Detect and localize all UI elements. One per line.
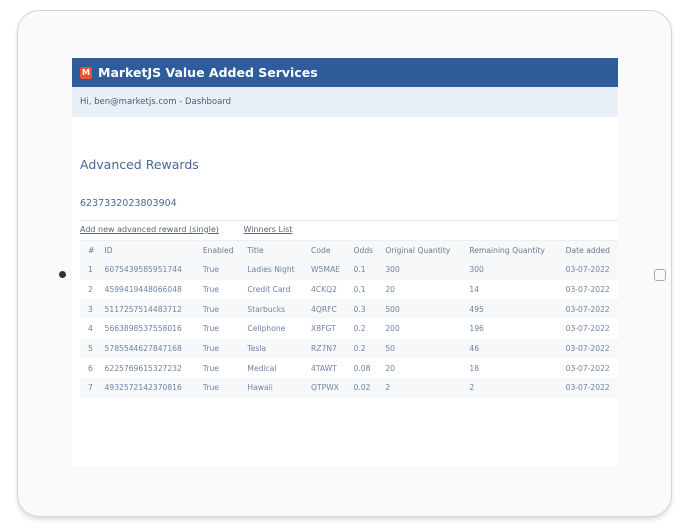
column-header: #	[88, 246, 95, 255]
table-cell: 0.2	[353, 324, 366, 334]
table-cell: 2	[469, 383, 475, 393]
table-cell: 03-07-2022	[565, 363, 610, 373]
table-cell: 4CKQ2	[311, 285, 337, 295]
table-cell: 18	[469, 363, 480, 373]
table-cell: 20	[385, 285, 395, 295]
table-cell: 0.02	[353, 383, 371, 393]
table-cell: 5785544627847168	[104, 344, 182, 354]
table-cell: Ladies Night	[247, 265, 295, 275]
table-cell: Cellphone	[247, 324, 286, 334]
table-cell: 03-07-2022	[565, 324, 610, 334]
column-header: ID	[104, 246, 113, 255]
screen: M MarketJS Value Added Services Hi, ben@…	[72, 58, 618, 466]
greeting: Hi, ben@marketjs.com - Dashboard	[80, 97, 232, 107]
table-cell: 6	[88, 363, 93, 373]
table-cell: 6225769615327232	[104, 363, 182, 373]
table-cell: QTPWX	[311, 383, 339, 393]
table-row[interactable]: 5 5785544627847168 True Tesla RZ7N7 0.2 50 46 03…	[80, 338, 618, 359]
table-row[interactable]: 3 5117257514483712 True Starbucks 4QRFC 0.3 50…	[80, 299, 618, 320]
camera-dot	[59, 271, 66, 278]
table-cell: 2	[385, 383, 391, 393]
app-title: MarketJS Value Added Services	[98, 65, 318, 80]
table-cell: X8FGT	[311, 324, 336, 334]
table-cell: True	[202, 285, 219, 295]
table-row[interactable]: 1 6075439585951744 True Ladies Night W5MAE 0.…	[80, 260, 618, 280]
table-cell: 0.1	[353, 285, 366, 295]
table-cell: 0.3	[353, 304, 366, 314]
column-header: Odds	[353, 246, 374, 255]
table-cell: True	[202, 363, 219, 373]
table-cell: 14	[469, 285, 480, 295]
greeting-bar: Hi, ben@marketjs.com - Dashboard	[72, 87, 618, 117]
table-cell: True	[202, 265, 219, 275]
table-cell: 46	[469, 344, 480, 354]
table-cell: 4	[88, 324, 93, 334]
table-cell: Tesla	[247, 344, 267, 354]
column-header: Date added	[565, 246, 610, 255]
table-cell: 300	[385, 265, 400, 275]
table-cell: 7	[88, 383, 93, 393]
column-header: Title	[247, 246, 264, 255]
add-reward-link[interactable]: Add new advanced reward (single)	[80, 225, 219, 234]
table-cell: 500	[385, 304, 400, 314]
page-title: Advanced Rewards	[80, 157, 199, 172]
table-cell: 0.2	[353, 344, 366, 354]
rewards-table: # ID Enabled Title Code Odds Original Quantity…	[80, 240, 618, 398]
marketjs-logo-icon: M	[80, 66, 92, 79]
table-cell: 5117257514483712	[104, 304, 182, 314]
table-cell: 20	[385, 363, 395, 373]
campaign-id: 6237332023803904	[80, 198, 177, 209]
table-cell: W5MAE	[311, 265, 340, 275]
table-cell: 196	[469, 324, 484, 334]
table-cell: 5663898537558016	[104, 324, 182, 334]
table-cell: 4QRFC	[311, 304, 337, 314]
table-cell: 03-07-2022	[565, 304, 610, 314]
table-row[interactable]: 7 4932572142370816 True Hawaii QTPWX 0.02 2 2 03…	[80, 378, 618, 398]
table-cell: 0.1	[353, 265, 366, 275]
column-header: Original Quantity	[385, 246, 451, 255]
column-header: Code	[311, 246, 331, 255]
table-row[interactable]: 6 6225769615327232 True Medical 4TAWT 0.08 20 1…	[80, 358, 618, 379]
table-row[interactable]: 4 5663898537558016 True Cellphone X8FGT 0.2 20…	[80, 319, 618, 339]
table-cell: 6075439585951744	[104, 265, 182, 275]
table-cell: Credit Card	[247, 285, 291, 295]
table-cell: True	[202, 344, 219, 354]
table-header-row: # ID Enabled Title Code Odds Original Quantity…	[80, 240, 618, 260]
table-cell: 0.08	[353, 363, 371, 373]
table-cell: 4932572142370816	[104, 383, 182, 393]
home-button[interactable]	[654, 269, 666, 281]
table-cell: True	[202, 324, 219, 334]
table-cell: 03-07-2022	[565, 344, 610, 354]
table-cell: True	[202, 304, 219, 314]
table-cell: 50	[385, 344, 395, 354]
table-cell: RZ7N7	[311, 344, 337, 354]
table-cell: 495	[469, 304, 484, 314]
table-cell: Medical	[247, 363, 277, 373]
table-row[interactable]: 2 4599419448066048 True Credit Card 4CKQ2 0.1…	[80, 279, 618, 300]
table-cell: 03-07-2022	[565, 383, 610, 393]
table-cell: 1	[88, 265, 93, 275]
app-header: M MarketJS Value Added Services	[72, 58, 618, 87]
table-cell: 03-07-2022	[565, 285, 610, 295]
column-header: Remaining Quantity	[469, 246, 545, 255]
column-header: Enabled	[202, 246, 234, 255]
table-cell: 2	[88, 285, 93, 295]
table-cell: 4599419448066048	[104, 285, 182, 295]
table-cell: 300	[469, 265, 484, 275]
table-cell: True	[202, 383, 219, 393]
table-cell: 03-07-2022	[565, 265, 610, 275]
table-cell: Hawaii	[247, 383, 273, 393]
table-cell: 4TAWT	[311, 363, 337, 373]
table-cell: 3	[88, 304, 93, 314]
table-cell: 5	[88, 344, 93, 354]
winners-list-link[interactable]: Winners List	[243, 225, 293, 234]
table-cell: Starbucks	[247, 304, 286, 314]
table-cell: 200	[385, 324, 400, 334]
action-links: Add new advanced reward (single) Winners…	[80, 220, 618, 234]
